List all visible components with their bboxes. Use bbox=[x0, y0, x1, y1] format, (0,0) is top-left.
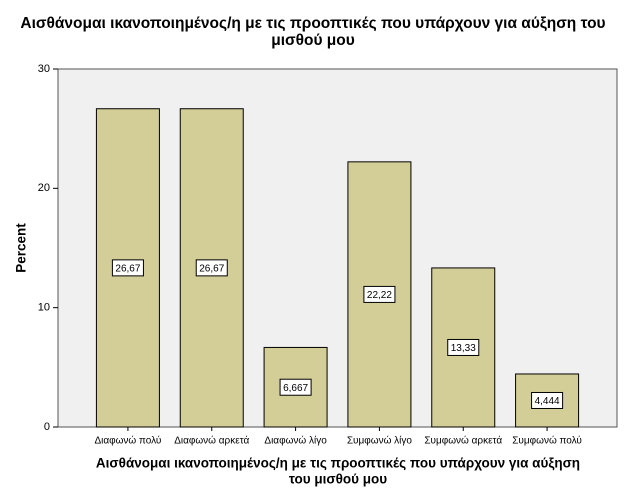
y-axis-label: Percent bbox=[14, 223, 29, 273]
x-tick-label: Διαφωνώ αρκετά bbox=[174, 435, 249, 447]
bar bbox=[431, 267, 496, 428]
x-tick-label: Συμφωνώ λίγο bbox=[347, 435, 413, 447]
value-label: 4,444 bbox=[535, 396, 560, 407]
value-label-box bbox=[195, 259, 228, 277]
x-tick-label: Συμφωνώ αρκετά bbox=[424, 435, 502, 447]
x-tick-label: Διαφωνώ λίγο bbox=[264, 435, 327, 447]
value-label: 22,22 bbox=[367, 290, 392, 301]
y-tick-label: 20 bbox=[38, 182, 50, 194]
chart-title: μισθού μου bbox=[271, 32, 355, 49]
x-axis-label: Αισθάνομαι ικανοποιημένος/η με τις προοπ… bbox=[96, 456, 580, 471]
value-label: 26,67 bbox=[199, 264, 224, 275]
value-label-box bbox=[447, 338, 480, 356]
value-label: 13,33 bbox=[451, 343, 476, 354]
value-label-box bbox=[111, 259, 144, 277]
y-tick-label: 10 bbox=[38, 302, 50, 314]
x-tick-label: Συμφωνώ πολύ bbox=[512, 435, 582, 447]
y-tick-label: 30 bbox=[38, 63, 50, 75]
chart-title: Αισθάνομαι ικανοποιημένος/η με τις προοπ… bbox=[20, 15, 605, 32]
value-label: 26,67 bbox=[115, 264, 140, 275]
x-tick-label: Διαφωνώ πολύ bbox=[94, 435, 161, 447]
value-label-box bbox=[279, 378, 312, 396]
y-tick-label: 0 bbox=[44, 421, 50, 433]
x-axis-label: του μισθού μου bbox=[289, 472, 387, 487]
value-label: 6,667 bbox=[283, 383, 308, 394]
value-label-box bbox=[363, 285, 396, 303]
value-label-box bbox=[531, 391, 564, 409]
